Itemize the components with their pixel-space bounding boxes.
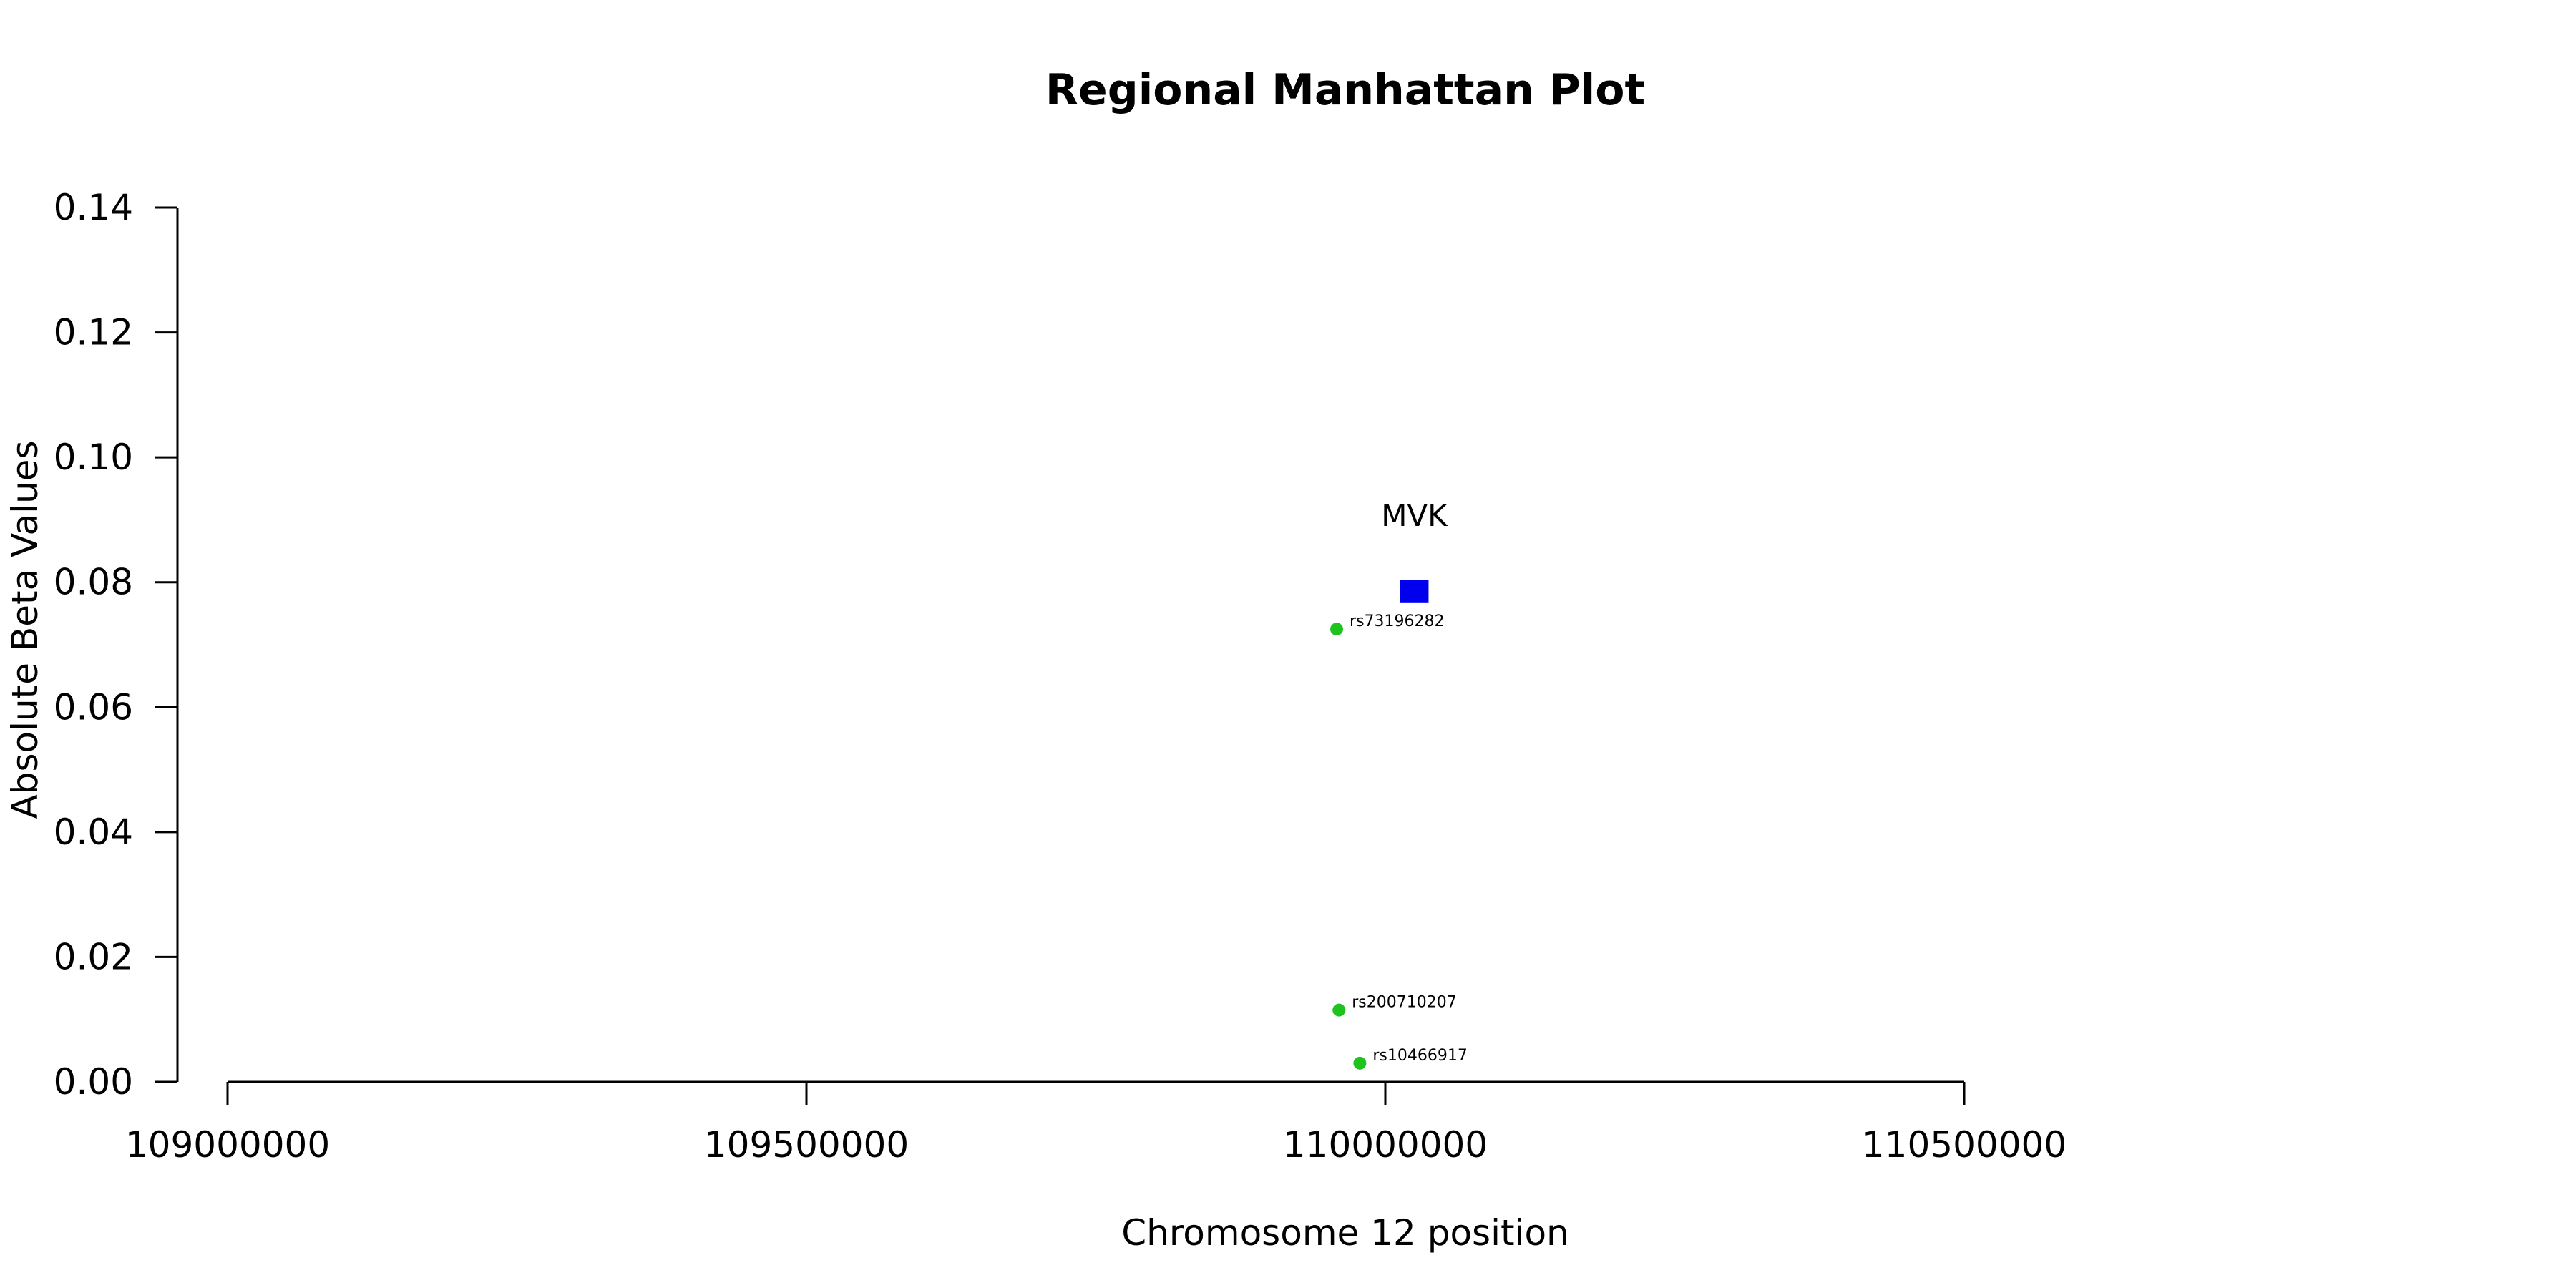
x-tick-label: 109000000 [125, 1124, 330, 1166]
y-tick-label: 0.04 [54, 811, 133, 853]
gene-marker [1400, 580, 1429, 603]
snp-point [1330, 623, 1344, 636]
x-tick-label: 109500000 [704, 1124, 909, 1166]
snp-point [1332, 1003, 1346, 1017]
y-tick-label: 0.14 [54, 187, 133, 228]
snp-label: rs10466917 [1372, 1047, 1467, 1065]
y-tick-label: 0.06 [54, 686, 133, 728]
y-tick-label: 0.00 [54, 1061, 133, 1103]
y-tick-label: 0.12 [54, 312, 133, 353]
axes: 0.00 0.02 0.04 0.06 0.08 0.10 0.12 0.14 10900000… [54, 187, 2067, 1166]
snp-label: rs200710207 [1352, 994, 1456, 1012]
snp-point [1353, 1056, 1367, 1070]
snp-label: rs73196282 [1350, 613, 1444, 630]
x-tick-label: 110500000 [1862, 1124, 2067, 1166]
y-tick-label: 0.02 [54, 936, 133, 977]
gene-label: MVK [1381, 498, 1448, 533]
y-tick-label: 0.08 [54, 562, 133, 603]
y-tick-label: 0.10 [54, 436, 133, 478]
x-tick-label: 110000000 [1283, 1124, 1488, 1166]
y-axis-label: Absolute Beta Values [4, 441, 46, 819]
chart-title: Regional Manhattan Plot [1045, 65, 1645, 115]
data-marks: MVK rs73196282 rs200710207 rs10466917 [1330, 498, 1468, 1070]
x-axis-label: Chromosome 12 position [1121, 1212, 1569, 1254]
